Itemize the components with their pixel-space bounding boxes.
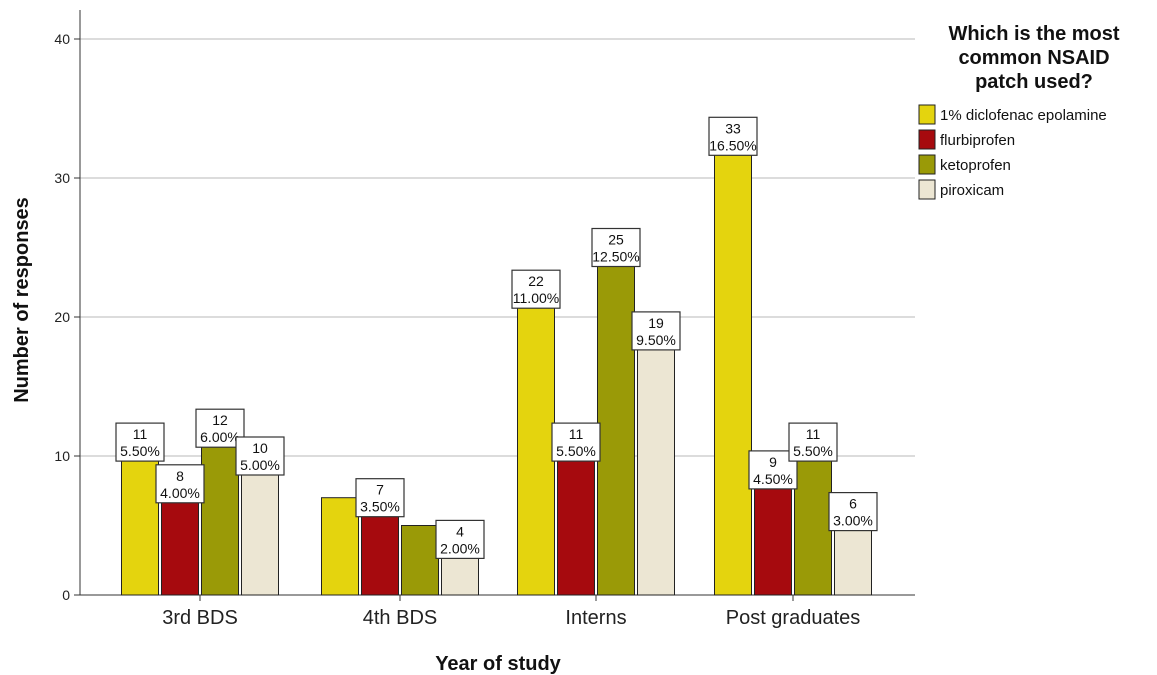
data-label-box <box>551 422 601 462</box>
x-tick-label: 3rd BDS <box>162 607 238 629</box>
data-label-count: 6 <box>849 496 857 512</box>
y-axis: 0 10 20 30 40 <box>54 10 81 603</box>
bar <box>714 135 752 596</box>
data-label: 199.50% <box>631 311 681 351</box>
data-label-count: 25 <box>608 232 624 248</box>
data-label-box <box>511 269 561 309</box>
y-tick-label: 30 <box>54 170 70 186</box>
legend-title-line-3: patch used? <box>975 71 1093 93</box>
legend-title-line-1: Which is the most <box>948 23 1119 45</box>
data-label-percent: 16.50% <box>709 137 756 153</box>
legend-swatch <box>918 179 936 200</box>
data-label-percent: 6.00% <box>200 429 240 445</box>
bar <box>201 427 239 596</box>
y-tick-label: 10 <box>54 448 70 464</box>
bar <box>557 441 595 596</box>
data-label: 115.50% <box>788 422 838 462</box>
legend-swatch <box>918 129 936 150</box>
data-label-count: 11 <box>806 426 821 442</box>
data-label-percent: 9.50% <box>636 332 676 348</box>
y-axis-title: Number of responses <box>11 197 33 403</box>
data-label-count: 4 <box>456 523 464 539</box>
x-tick-label: Post graduates <box>726 607 861 629</box>
bar <box>401 525 439 596</box>
y-tick-label: 0 <box>62 587 70 603</box>
gridlines <box>80 38 915 457</box>
x-tick-label: Interns <box>565 607 626 629</box>
bar <box>597 247 635 596</box>
data-label-percent: 4.50% <box>753 471 793 487</box>
data-label-count: 8 <box>176 468 184 484</box>
legend-label: flurbiprofen <box>940 132 1015 149</box>
x-tick-label: 4th BDS <box>363 607 437 629</box>
data-label-percent: 5.50% <box>556 443 596 459</box>
legend-label: 1% diclofenac epolamine <box>940 107 1107 124</box>
data-label-box <box>828 492 878 532</box>
data-label-count: 19 <box>648 315 664 331</box>
data-label-count: 12 <box>212 412 228 428</box>
data-label-percent: 5.50% <box>793 443 833 459</box>
data-label: 42.00% <box>435 519 485 560</box>
data-label-box <box>355 478 405 518</box>
data-label-box <box>788 422 838 462</box>
legend-swatch <box>918 104 936 125</box>
legend-label: ketoprofen <box>940 157 1011 174</box>
bar <box>321 497 359 596</box>
data-label-box <box>591 227 641 268</box>
data-label-box <box>155 464 205 504</box>
bar <box>241 455 279 596</box>
data-label: 73.50% <box>355 478 405 518</box>
data-label-percent: 4.00% <box>160 485 200 501</box>
data-label-count: 11 <box>133 426 148 442</box>
data-label-percent: 5.00% <box>240 457 280 473</box>
data-label-count: 7 <box>376 482 384 498</box>
legend-label: piroxicam <box>940 182 1004 199</box>
data-label-box <box>115 422 165 462</box>
data-label-box <box>235 436 285 476</box>
data-label-percent: 5.50% <box>120 443 160 459</box>
data-label-box <box>708 116 758 156</box>
bar <box>794 441 832 596</box>
data-label-count: 33 <box>725 120 741 136</box>
bar <box>754 469 792 596</box>
bar <box>121 441 159 596</box>
data-label-count: 10 <box>252 440 268 456</box>
data-label-percent: 12.50% <box>592 249 639 265</box>
data-label: 115.50% <box>551 422 601 462</box>
data-label-box <box>435 519 485 560</box>
data-label-box <box>631 311 681 351</box>
data-label-percent: 11.00% <box>513 290 559 306</box>
data-label-count: 9 <box>769 454 777 470</box>
legend-title-line-2: common NSAID <box>958 47 1109 69</box>
data-label: 115.50% <box>115 422 165 462</box>
data-label: 84.00% <box>155 464 205 504</box>
data-label: 126.00% <box>195 408 245 448</box>
bar <box>517 288 555 596</box>
bar <box>637 330 675 596</box>
data-label-percent: 3.00% <box>833 513 873 529</box>
data-label-count: 22 <box>528 273 544 289</box>
x-axis: 3rd BDS 4th BDS Interns Post graduates <box>80 594 915 629</box>
legend: Which is the most common NSAID patch use… <box>918 23 1120 200</box>
data-label-percent: 2.00% <box>440 540 480 556</box>
bars <box>121 135 872 596</box>
legend-items: 1% diclofenac epolamine flurbiprofen ketop… <box>918 104 1107 200</box>
data-label: 63.00% <box>828 492 878 532</box>
data-label-count: 11 <box>569 426 584 442</box>
legend-swatch <box>918 154 936 175</box>
x-axis-title: Year of study <box>435 653 561 675</box>
data-label: 105.00% <box>235 436 285 476</box>
data-label-percent: 3.50% <box>360 499 400 515</box>
y-tick-label: 40 <box>54 31 70 47</box>
y-tick-label: 20 <box>54 309 70 325</box>
